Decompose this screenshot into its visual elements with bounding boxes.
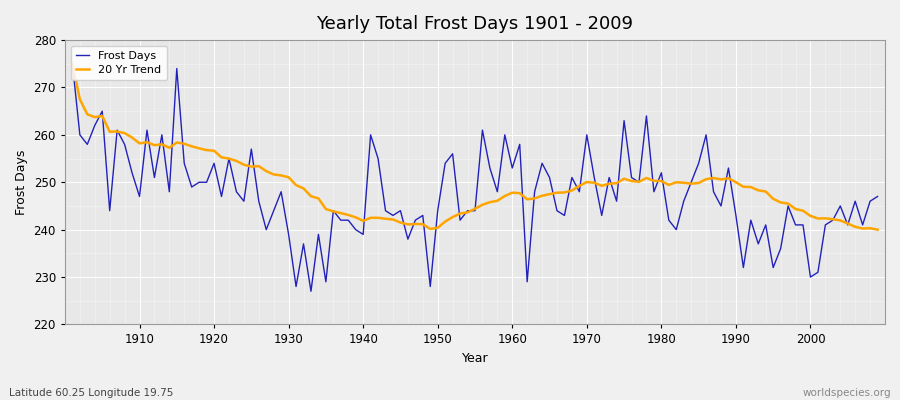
Text: worldspecies.org: worldspecies.org (803, 388, 891, 398)
Frost Days (507, 166, 517, 170)
Frost Days (306, 289, 317, 294)
20 Yr Trend (597, 184, 608, 188)
Legend: Frost Days, 20 Yr Trend: Frost Days, 20 Yr Trend (70, 46, 167, 80)
Frost Days (291, 284, 302, 289)
Frost Days (514, 142, 525, 147)
Text: Latitude 60.25 Longitude 19.75: Latitude 60.25 Longitude 19.75 (9, 388, 174, 398)
20 Yr Trend (507, 190, 517, 195)
20 Yr Trend (872, 227, 883, 232)
X-axis label: Year: Year (462, 352, 489, 365)
Title: Yearly Total Frost Days 1901 - 2009: Yearly Total Frost Days 1901 - 2009 (317, 15, 634, 33)
20 Yr Trend (336, 211, 346, 216)
Y-axis label: Frost Days: Frost Days (15, 150, 28, 215)
20 Yr Trend (291, 183, 302, 188)
Frost Days (127, 170, 138, 175)
20 Yr Trend (127, 135, 138, 140)
20 Yr Trend (67, 62, 77, 66)
Frost Days (604, 175, 615, 180)
Frost Days (343, 218, 354, 222)
Frost Days (872, 194, 883, 199)
Line: Frost Days: Frost Days (72, 64, 878, 291)
Line: 20 Yr Trend: 20 Yr Trend (72, 64, 878, 230)
Frost Days (67, 62, 77, 66)
20 Yr Trend (500, 194, 510, 198)
